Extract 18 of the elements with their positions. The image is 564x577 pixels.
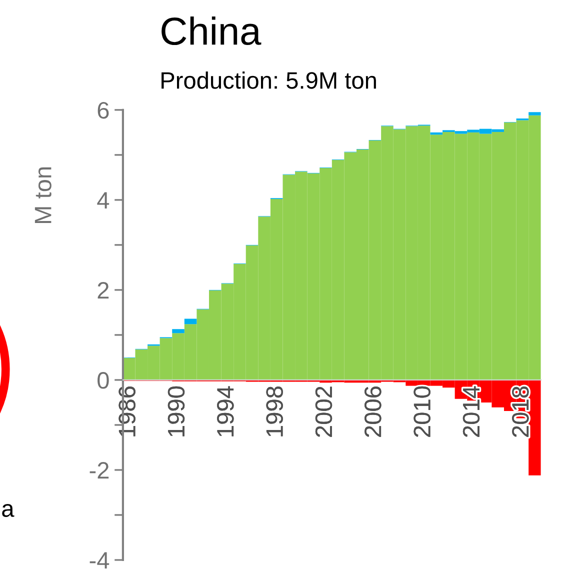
text: a: [2, 504, 14, 517]
x-tick-label: 2018: [512, 386, 529, 437]
y-tick-label: 2: [98, 282, 109, 298]
x-tick-label: 2002: [315, 386, 332, 437]
y-tick-label: 6: [98, 102, 109, 119]
x-tick-label: 1994: [217, 386, 234, 436]
y-tick-label: 4: [97, 192, 110, 208]
x-tick-label: 2010: [414, 386, 430, 437]
y-tick-label: -2: [90, 462, 109, 479]
chart-title: China: [162, 16, 262, 46]
x-tick-label: 1998: [266, 386, 283, 436]
chart-subtitle: Production: 5.9M ton: [162, 72, 376, 89]
y-tick-label: 0: [98, 372, 109, 389]
y-axis-title: M ton: [34, 167, 52, 224]
y-tick-label: -4: [90, 552, 110, 569]
x-tick-label: 2014: [462, 386, 480, 437]
x-tick-label: 2006: [364, 386, 382, 437]
x-tick-label: 1990: [168, 386, 185, 436]
